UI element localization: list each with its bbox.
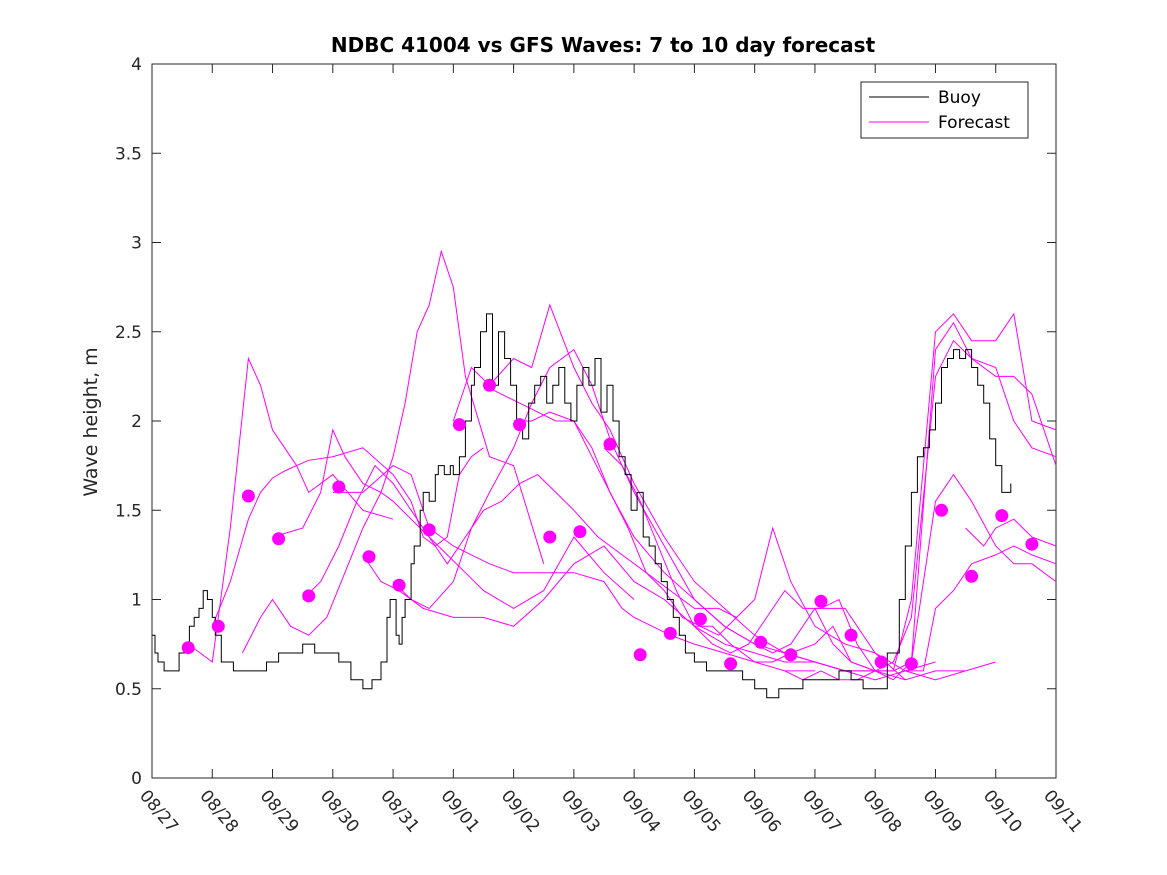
forecast-marker [663, 626, 677, 640]
plot-area: 0 0.5 1 1.5 2 2.5 3 3.5 4 08/27 08/28 08/29 08/30 08/… [115, 55, 1086, 837]
forecast-marker [573, 525, 587, 539]
forecast-marker [874, 655, 888, 669]
x-tick-label: 09/11 [1039, 786, 1086, 836]
forecast-marker [995, 509, 1009, 523]
x-tick-label: 08/31 [376, 786, 423, 836]
forecast-line [241, 249, 545, 654]
legend-box [860, 81, 1029, 139]
y-axis-label: Wave height, m [80, 347, 102, 496]
x-tick-label: 09/09 [919, 786, 966, 836]
forecast-line [187, 356, 394, 663]
y-tick-label: 2.5 [115, 323, 142, 343]
forecast-marker [1025, 537, 1039, 551]
y-tick-label: 1 [131, 591, 142, 611]
buoy-line [152, 313, 1012, 699]
legend-label-buoy: Buoy [938, 88, 981, 108]
legend-label-forecast: Forecast [938, 113, 1010, 133]
forecast-marker [724, 657, 738, 671]
forecast-marker [693, 612, 707, 626]
y-tick-label: 2 [131, 412, 142, 432]
forecast-marker [543, 530, 557, 544]
forecast-marker [272, 532, 286, 546]
forecast-marker [633, 648, 647, 662]
x-tick-label: 08/28 [195, 786, 242, 836]
forecast-marker [211, 619, 225, 633]
forecast-marker [302, 589, 316, 603]
forecast-line [452, 303, 936, 681]
legend: Buoy Forecast [860, 81, 1029, 139]
forecast-marker [332, 480, 346, 494]
forecast-marker [362, 550, 376, 564]
x-tick-label: 09/02 [497, 786, 544, 836]
chart-title: NDBC 41004 vs GFS Waves: 7 to 10 day for… [331, 33, 876, 57]
forecast-marker [422, 523, 436, 537]
forecast-line [302, 464, 737, 618]
x-tick-label: 09/01 [437, 786, 484, 836]
forecast-marker [904, 657, 918, 671]
forecast-marker [603, 437, 617, 451]
x-tick-label: 09/06 [738, 786, 785, 836]
forecast-line [814, 473, 1057, 681]
x-tick-label: 08/29 [256, 786, 303, 836]
x-tick-label: 08/30 [316, 786, 363, 836]
y-tick-label: 1.5 [115, 501, 142, 521]
forecast-marker [241, 489, 255, 503]
forecast-marker [513, 418, 527, 432]
y-tick-label: 3 [131, 234, 142, 254]
x-tick-label: 09/08 [858, 786, 905, 836]
y-tick-label: 3.5 [115, 144, 142, 164]
forecast-marker [814, 594, 828, 608]
forecast-line [362, 545, 876, 672]
x-tick-label: 09/10 [979, 786, 1026, 836]
forecast-line [211, 447, 484, 627]
y-tick-label: 4 [131, 55, 142, 75]
forecast-marker [754, 635, 768, 649]
forecast-line [965, 518, 1057, 547]
forecast-marker [452, 418, 466, 432]
x-tick-label: 09/04 [617, 786, 664, 836]
forecast-marker [181, 641, 195, 655]
forecast-line [332, 465, 815, 672]
forecast-marker [844, 628, 858, 642]
forecast-line [905, 545, 1057, 672]
x-tick-label: 08/27 [135, 786, 182, 836]
forecast-marker [935, 503, 948, 517]
forecast-marker [965, 569, 979, 583]
y-tick-label: 0.5 [115, 680, 142, 700]
x-tick-label: 09/03 [557, 786, 604, 836]
forecast-line [784, 312, 1057, 681]
forecast-marker [392, 578, 406, 592]
x-tick-label: 09/07 [798, 786, 845, 836]
y-tick-label: 0 [131, 769, 142, 789]
forecast-marker [483, 378, 496, 392]
forecast-marker [784, 648, 798, 662]
x-tick-label: 09/05 [678, 786, 725, 836]
